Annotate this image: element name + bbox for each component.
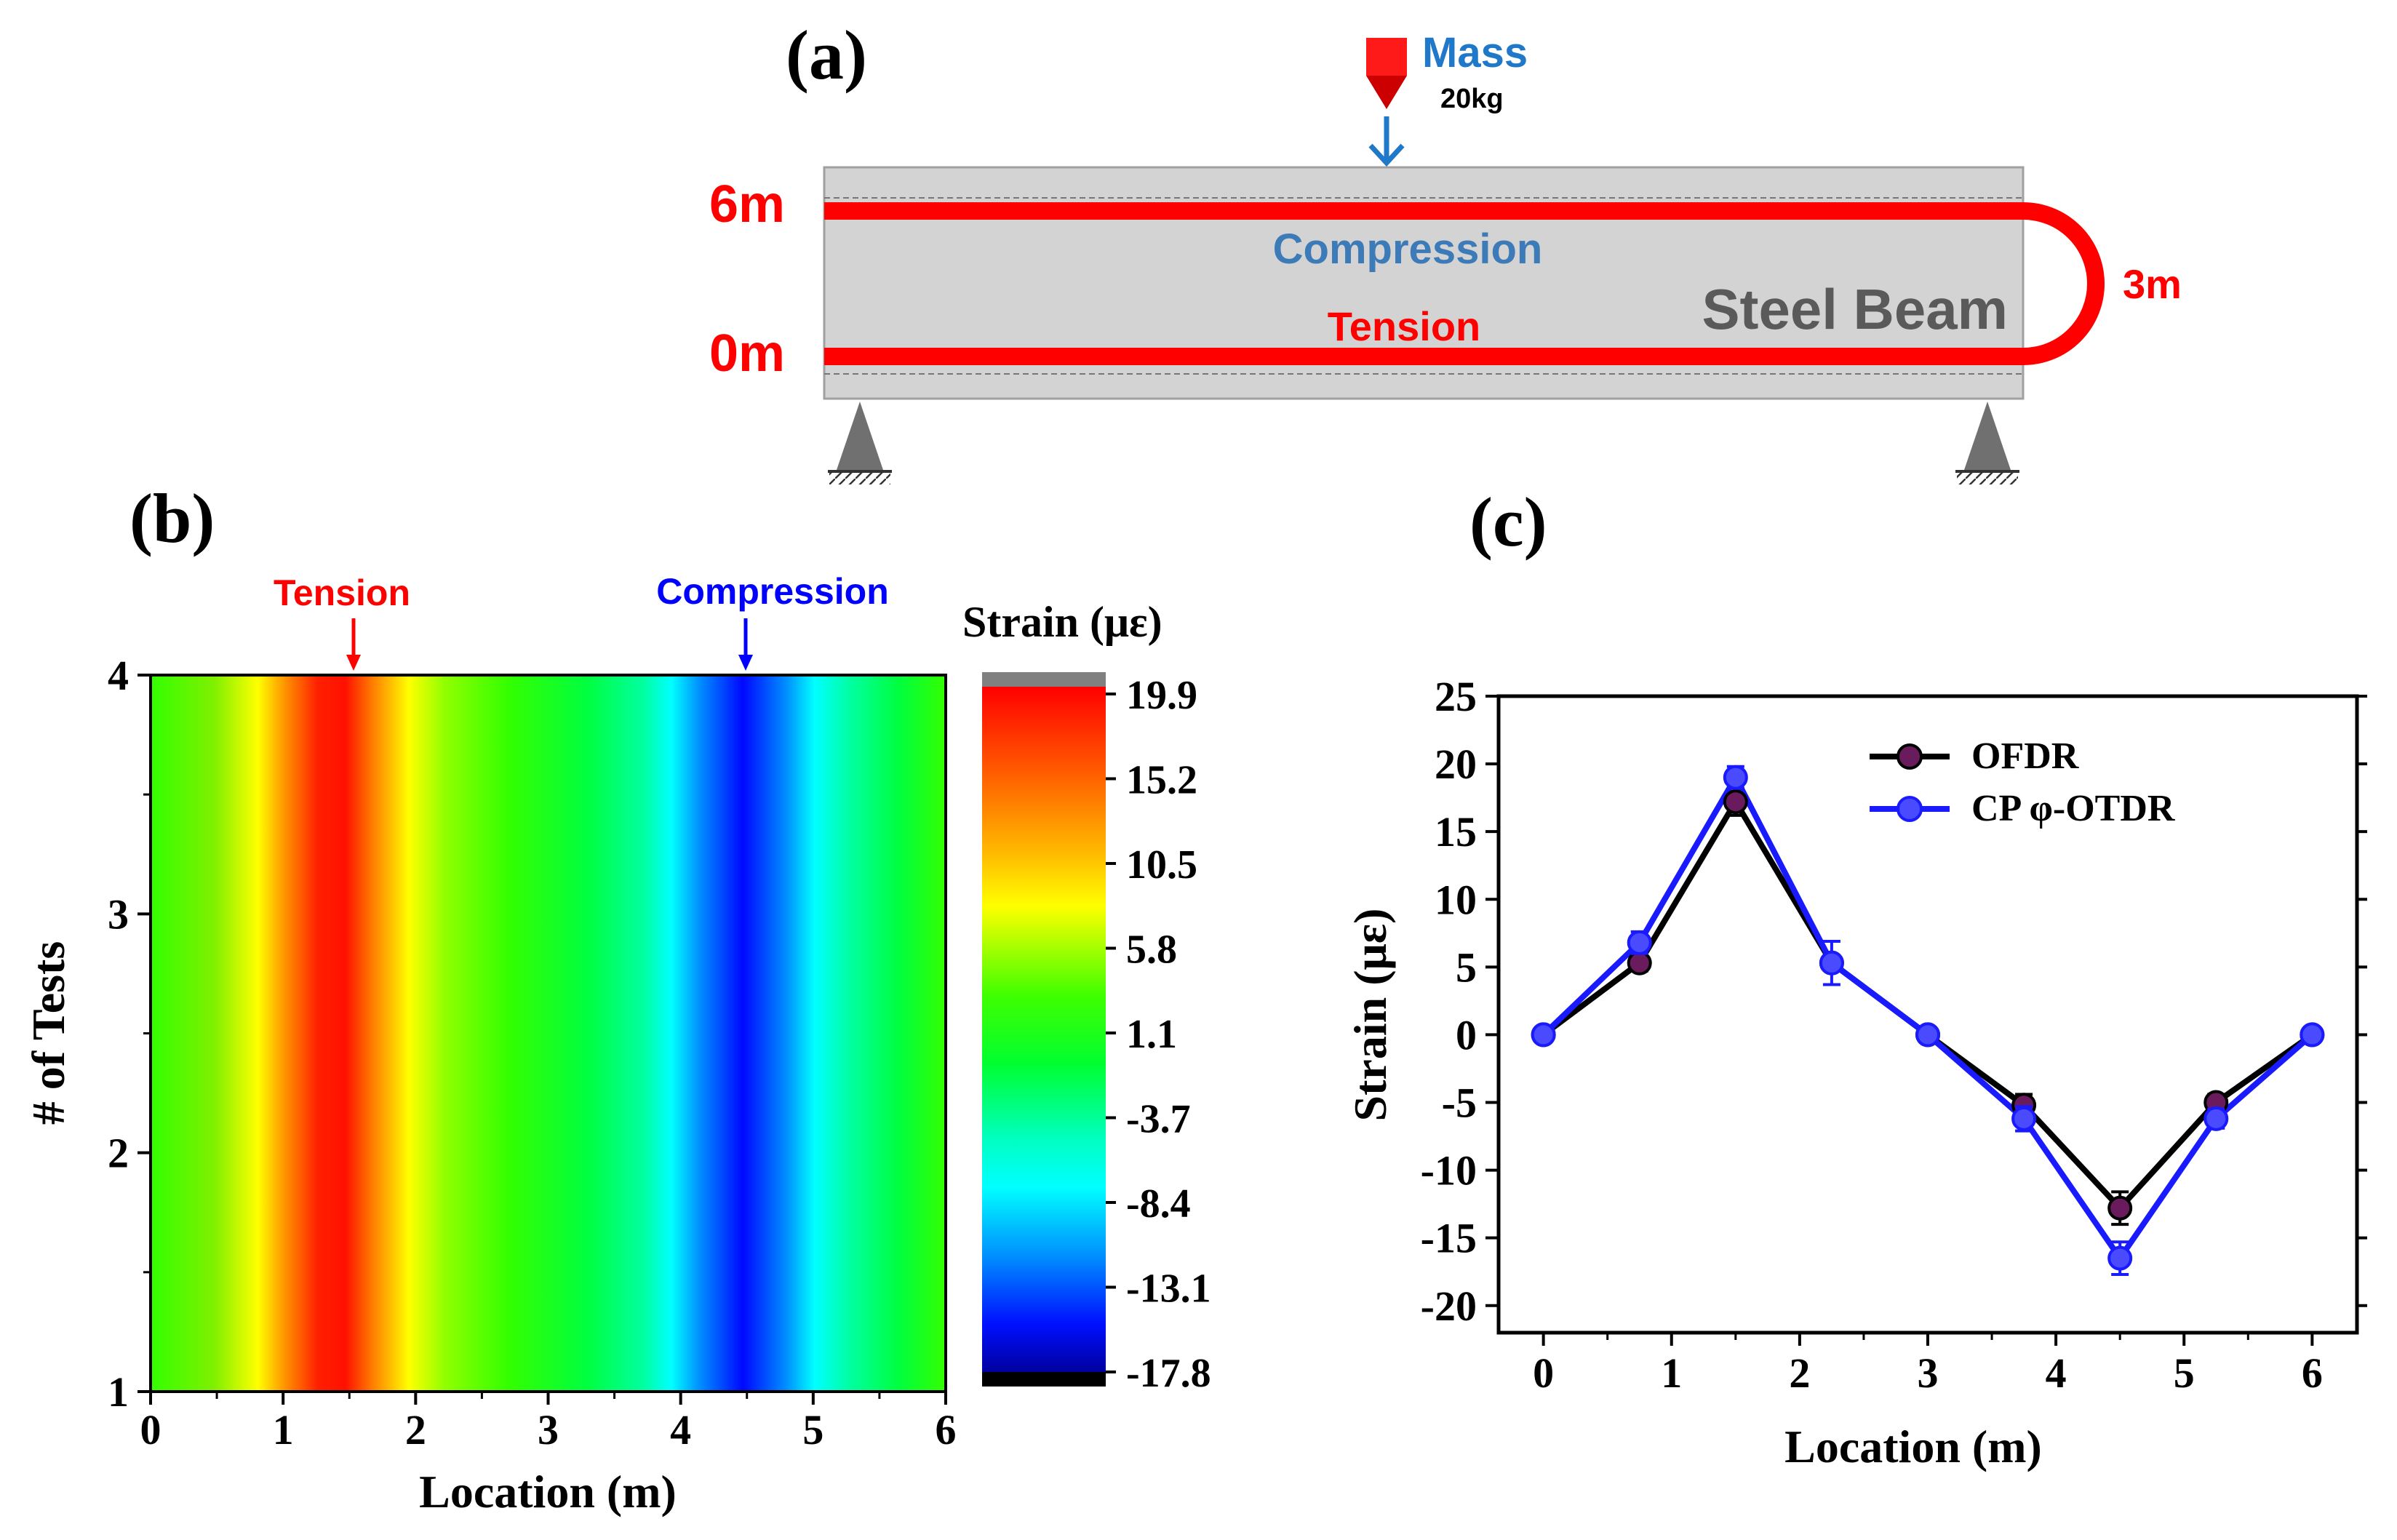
tension-marker-label: Tension — [274, 572, 410, 613]
heatmap-x-tick-label: 0 — [140, 1406, 161, 1453]
tension-arrow-icon — [346, 618, 361, 671]
colorbar-tick-label: 15.2 — [1126, 758, 1197, 803]
colorbar-tick-label: 10.5 — [1126, 842, 1197, 887]
data-point-1 — [2107, 1245, 2133, 1271]
line-x-tick-label: 6 — [2302, 1349, 2323, 1397]
colorbar — [982, 687, 1106, 1372]
data-point-1 — [2300, 1022, 2325, 1048]
line-chart-frame — [1496, 694, 2359, 1335]
heatmap-y-tick-label: 2 — [108, 1130, 129, 1177]
colorbar-tick-label: -8.4 — [1126, 1181, 1191, 1226]
heatmap-y-axis-label: # of Tests — [23, 941, 74, 1125]
colorbar-tick-label: 5.8 — [1126, 927, 1177, 973]
data-point-0 — [1627, 950, 1652, 976]
mass-label: Mass — [1422, 29, 1528, 76]
colorbar-tick-label: 19.9 — [1126, 673, 1197, 718]
optical-fiber — [824, 202, 2105, 365]
line-x-tick-label: 4 — [2046, 1349, 2067, 1397]
line-x-tick-label: 1 — [1661, 1349, 1682, 1397]
data-point-0 — [2107, 1195, 2133, 1221]
strain-heatmap — [151, 675, 946, 1392]
line-chart-x-axis-label: Location (m) — [1784, 1421, 2042, 1472]
label-0m: 0m — [709, 324, 785, 383]
legend-ofdr-label: OFDR — [1971, 735, 2080, 777]
colorbar-ticks: 19.9 15.2 10.5 5.8 1.1 -3.7 -8.4 -13.1 -17.8 — [1106, 673, 1211, 1396]
left-support-icon — [828, 402, 892, 484]
mass-weight: 20kg — [1440, 84, 1504, 114]
panel-a-label: (a) — [786, 16, 867, 94]
line-y-tick-label: 20 — [1435, 741, 1477, 788]
data-point-1 — [1627, 930, 1652, 955]
heatmap-x-tick-label: 5 — [802, 1406, 823, 1453]
panel-a: (a) Mass 20kg 6m 0m 3m Compression Tensi… — [709, 16, 2182, 484]
data-point-1 — [1723, 765, 1748, 790]
line-x-tick-label: 0 — [1533, 1349, 1554, 1397]
label-3m: 3m — [2123, 261, 2182, 307]
colorbar-tick-label: -13.1 — [1126, 1266, 1211, 1312]
data-point-0 — [1723, 789, 1748, 815]
heatmap-x-tick-label: 1 — [273, 1406, 294, 1453]
line-y-tick-label: 5 — [1456, 943, 1477, 991]
colorbar-under-cap — [982, 1372, 1106, 1387]
heatmap-x-tick-label: 6 — [936, 1406, 957, 1453]
compression-label: Compression — [1273, 226, 1543, 273]
chart-legend: OFDR CP φ-OTDR — [1870, 735, 2176, 829]
data-point-1 — [1915, 1022, 1940, 1048]
colorbar-title: Strain (με) — [962, 598, 1162, 646]
compression-arrow-icon — [738, 618, 753, 671]
right-support-icon — [1955, 402, 2019, 484]
data-point-1 — [2011, 1106, 2037, 1131]
colorbar-tick-label: -3.7 — [1126, 1097, 1191, 1142]
heatmap-y-tick-label: 1 — [108, 1368, 129, 1416]
line-x-tick-label: 3 — [1918, 1349, 1939, 1397]
line-y-tick-label: 10 — [1435, 876, 1477, 923]
load-arrow-icon — [1368, 116, 1405, 167]
legend-cp-otdr-marker — [1897, 796, 1923, 822]
colorbar-tick-label: 1.1 — [1126, 1012, 1177, 1057]
line-x-tick-label: 5 — [2174, 1349, 2195, 1397]
line-x-tick-label: 2 — [1789, 1349, 1810, 1397]
line-y-tick-label: -5 — [1442, 1080, 1477, 1127]
panel-c-label: (c) — [1469, 483, 1547, 561]
linechart-series — [1531, 765, 2325, 1276]
heatmap-x-tick-label: 3 — [538, 1406, 559, 1453]
panel-b-label: (b) — [129, 479, 215, 557]
tension-label: Tension — [1328, 303, 1481, 349]
line-y-tick-label: 15 — [1435, 808, 1477, 855]
heatmap-x-tick-label: 4 — [670, 1406, 691, 1453]
colorbar-over-cap — [982, 672, 1106, 687]
line-y-tick-label: 0 — [1456, 1011, 1477, 1058]
heatmap-y-tick-label: 4 — [108, 652, 129, 699]
panel-c: (c) 0 1 2 3 4 5 6 25 20 15 10 5 0 -5 -10 -15 -20 OFDR CP… — [1344, 483, 2367, 1472]
line-y-tick-label: 25 — [1435, 673, 1477, 720]
mass-icon — [1366, 38, 1407, 109]
line-chart-y-axis-label: Strain (με) — [1344, 909, 1396, 1122]
linechart-axes: 0 1 2 3 4 5 6 25 20 15 10 5 0 -5 -10 -15 -20 — [1421, 673, 2367, 1397]
line-y-tick-label: -10 — [1421, 1147, 1477, 1194]
legend-ofdr-marker — [1897, 743, 1923, 770]
heatmap-x-axis-label: Location (m) — [419, 1466, 677, 1517]
data-point-1 — [1819, 950, 1844, 976]
data-point-1 — [1531, 1022, 1556, 1048]
heatmap-x-tick-label: 2 — [405, 1406, 426, 1453]
heatmap-y-tick-label: 3 — [108, 890, 129, 938]
colorbar-tick-label: -17.8 — [1126, 1351, 1211, 1396]
compression-marker-label: Compression — [656, 571, 889, 612]
label-6m: 6m — [709, 175, 785, 234]
line-y-tick-label: -15 — [1421, 1215, 1477, 1262]
line-y-tick-label: -20 — [1421, 1282, 1477, 1330]
data-point-1 — [2203, 1106, 2229, 1131]
legend-cp-otdr-label: CP φ-OTDR — [1971, 788, 2176, 829]
series-line-1 — [1541, 771, 2314, 1264]
steel-beam-label: Steel Beam — [1702, 277, 2008, 341]
